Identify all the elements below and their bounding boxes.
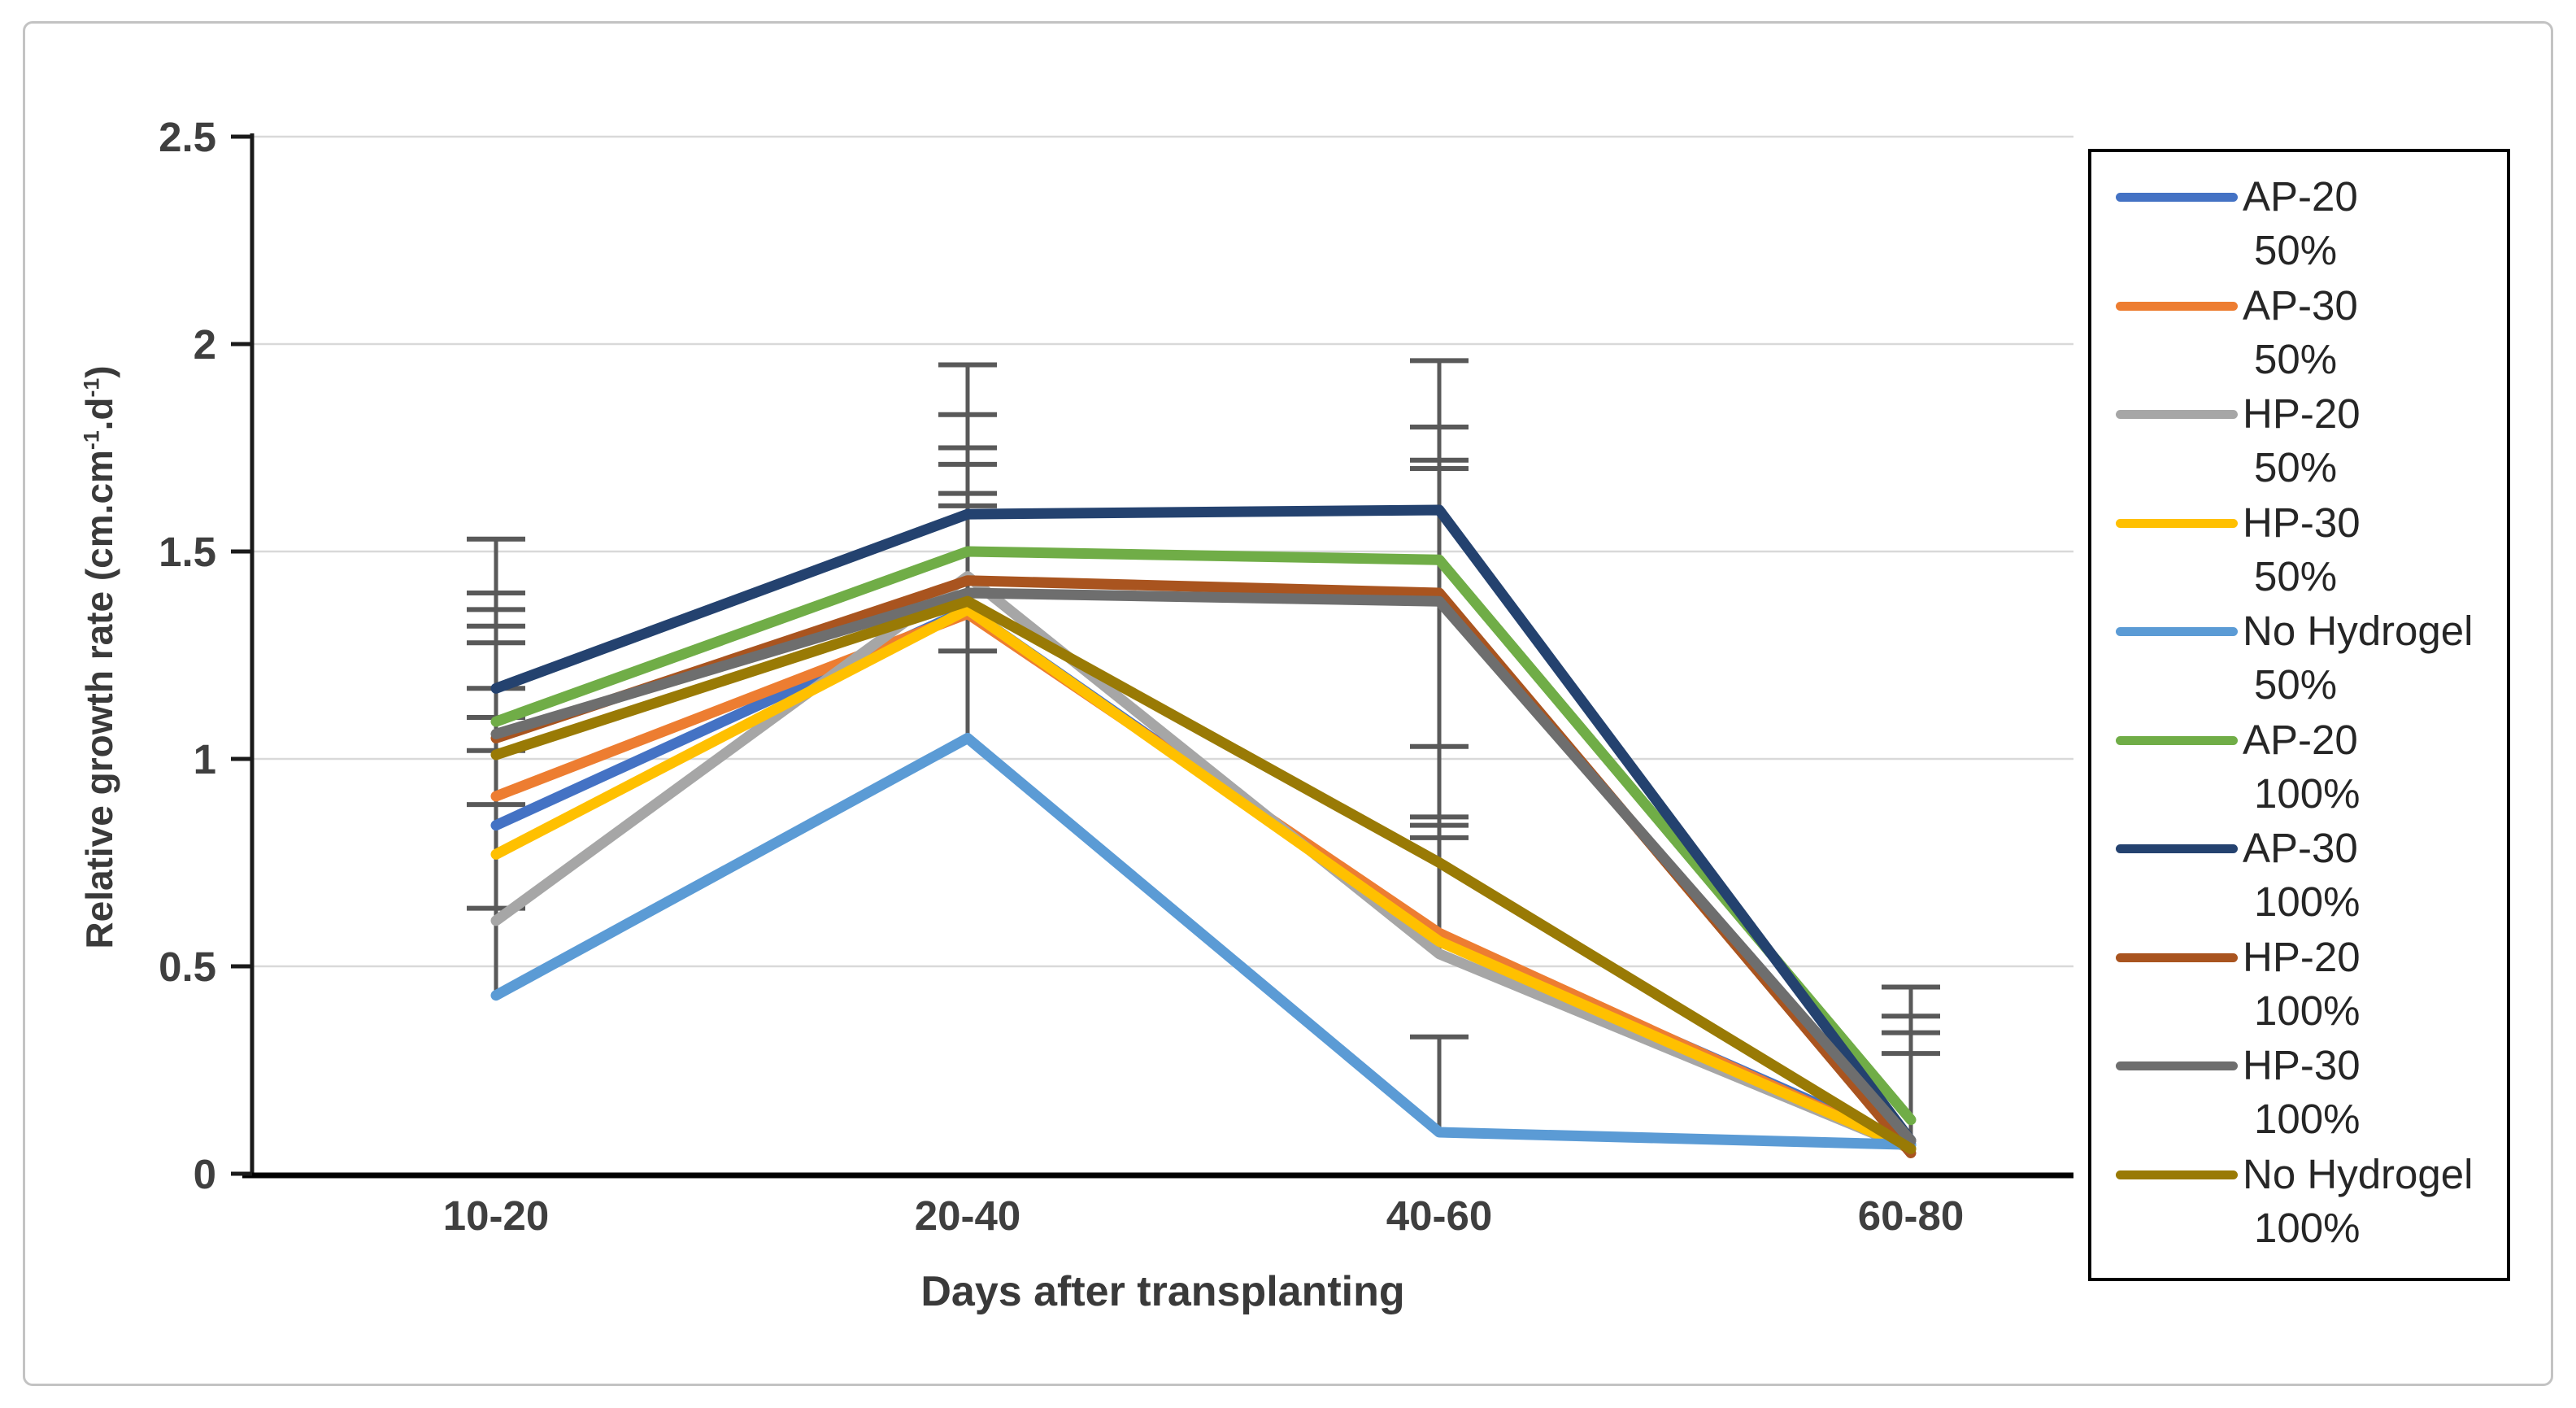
- legend-item: HP-30 100%: [2116, 1039, 2507, 1148]
- legend-label: No Hydrogel 100%: [2243, 1148, 2473, 1255]
- legend-item: No Hydrogel 100%: [2116, 1148, 2507, 1257]
- legend-item: HP-20 50%: [2116, 387, 2507, 496]
- x-tick-label: 60-80: [1858, 1192, 1964, 1239]
- y-axis-title-text: Relative growth rate (cm.cm: [78, 450, 120, 949]
- legend-item: HP-30 50%: [2116, 496, 2507, 605]
- legend-label: AP-20 100%: [2243, 713, 2360, 821]
- legend-label: HP-20 100%: [2243, 931, 2361, 1038]
- y-axis-title-close: ): [78, 365, 120, 378]
- legend-series-percent: 100%: [2254, 1096, 2361, 1142]
- legend-swatch-line: [2116, 844, 2238, 853]
- chart-legend: AP-20 50% AP-30 50% HP-20 50% HP-30 50% …: [2088, 149, 2510, 1281]
- series-line-no-hydrogel-50%: [490, 733, 1917, 1150]
- legend-series-percent: 100%: [2254, 878, 2361, 925]
- series-line-ap-20-100%: [490, 546, 1917, 1126]
- legend-series-name: HP-30: [2243, 1042, 2361, 1088]
- x-axis-title: Days after transplanting: [920, 1268, 1405, 1315]
- legend-swatch-line: [2116, 952, 2238, 962]
- legend-swatch-line: [2116, 193, 2238, 202]
- legend-item: HP-20 100%: [2116, 931, 2507, 1040]
- legend-series-percent: 100%: [2254, 1204, 2361, 1251]
- legend-series-percent: 50%: [2254, 335, 2338, 382]
- legend-series-name: AP-20: [2243, 173, 2358, 220]
- x-tick-label: 40-60: [1386, 1192, 1492, 1239]
- y-tick-label: 2: [194, 321, 216, 368]
- legend-item: No Hydrogel 50%: [2116, 604, 2507, 713]
- legend-item: AP-20 50%: [2116, 170, 2507, 279]
- y-axis-title: Relative growth rate (cm.cm-1.d-1): [77, 365, 121, 948]
- legend-swatch-line: [2116, 301, 2238, 311]
- y-axis-title-sup2: -1: [79, 377, 104, 398]
- legend-series-percent: 50%: [2254, 227, 2338, 273]
- legend-label: HP-20 50%: [2243, 387, 2361, 495]
- y-tick-label: 0.5: [159, 944, 216, 990]
- legend-series-name: HP-20: [2243, 933, 2361, 980]
- legend-swatch-line: [2116, 735, 2238, 745]
- series-line-hp-30-50%: [490, 604, 1917, 1154]
- legend-label: AP-30 50%: [2243, 279, 2358, 386]
- legend-swatch-line: [2116, 627, 2238, 636]
- legend-series-percent: 100%: [2254, 769, 2361, 817]
- legend-series-name: HP-20: [2243, 390, 2361, 437]
- series-line-ap-30-100%: [490, 504, 1917, 1146]
- y-tick-label: 1.5: [159, 529, 216, 575]
- legend-series-name: AP-20: [2243, 716, 2358, 763]
- y-tick-label: 0: [194, 1151, 216, 1197]
- y-axis-title-mid: .d: [78, 397, 120, 431]
- legend-series-name: AP-30: [2243, 825, 2358, 871]
- series-line-hp-30-100%: [490, 587, 1917, 1146]
- legend-series-name: No Hydrogel: [2243, 1150, 2474, 1197]
- legend-swatch-line: [2116, 410, 2238, 419]
- legend-swatch-line: [2116, 1061, 2238, 1070]
- legend-item: AP-30 50%: [2116, 279, 2507, 388]
- legend-label: HP-30 100%: [2243, 1039, 2361, 1146]
- legend-item: AP-20 100%: [2116, 713, 2507, 822]
- legend-series-percent: 50%: [2254, 552, 2338, 599]
- legend-series-name: AP-30: [2243, 281, 2358, 329]
- legend-label: AP-30 100%: [2243, 822, 2360, 929]
- legend-swatch-line: [2116, 518, 2238, 528]
- x-tick-label: 20-40: [915, 1192, 1020, 1239]
- legend-series-percent: 50%: [2254, 661, 2338, 708]
- series-line-no-hydrogel-100%: [490, 595, 1917, 1154]
- y-axis-title-sup1: -1: [79, 430, 104, 451]
- legend-label: No Hydrogel 50%: [2243, 604, 2473, 712]
- series-line-hp-20-50%: [490, 571, 1917, 1154]
- legend-swatch-line: [2116, 1170, 2238, 1179]
- x-tick-label: 10-20: [443, 1192, 549, 1239]
- legend-series-name: No Hydrogel: [2243, 608, 2474, 654]
- y-tick-label: 1: [194, 736, 216, 782]
- legend-label: HP-30 50%: [2243, 496, 2361, 604]
- legend-series-name: HP-30: [2243, 499, 2361, 546]
- legend-item: AP-30 100%: [2116, 822, 2507, 931]
- legend-series-percent: 50%: [2254, 444, 2338, 490]
- legend-series-percent: 100%: [2254, 987, 2361, 1034]
- y-tick-label: 2.5: [159, 114, 216, 160]
- legend-label: AP-20 50%: [2243, 170, 2358, 277]
